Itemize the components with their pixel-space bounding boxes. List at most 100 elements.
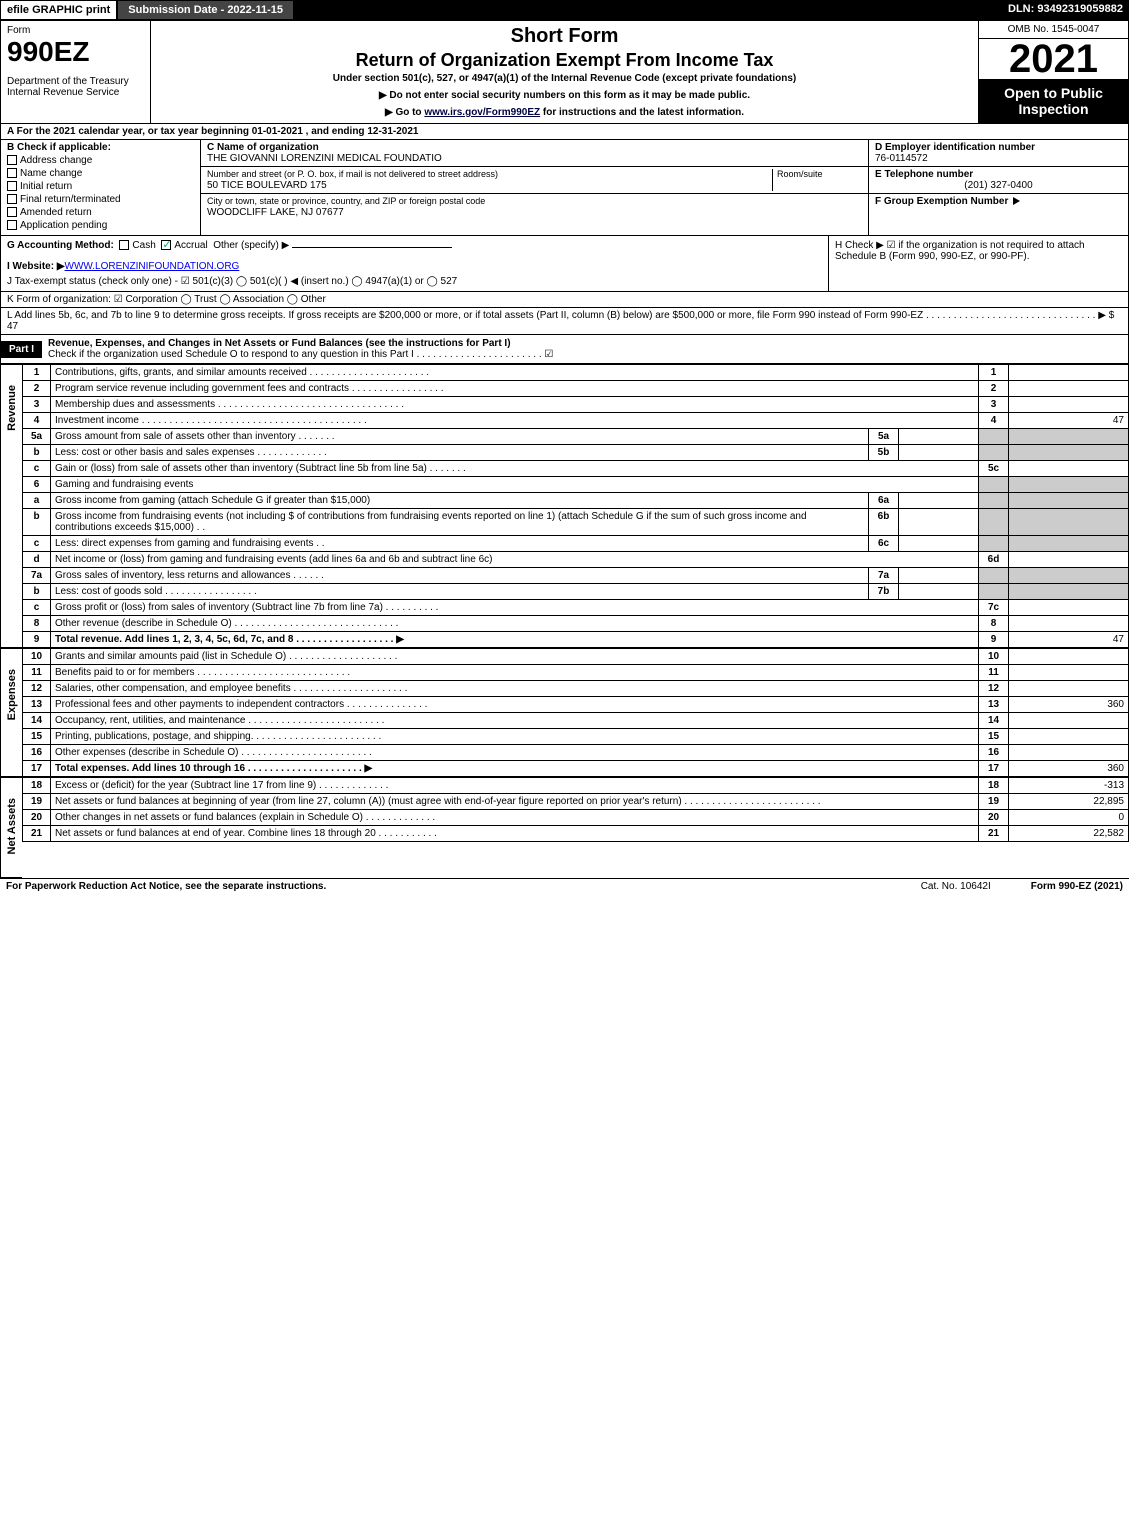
line-5a: Gross amount from sale of assets other t…: [51, 429, 869, 445]
dept-label: Department of the Treasury Internal Reve…: [7, 76, 144, 98]
c-addr-label: Number and street (or P. O. box, if mail…: [207, 169, 498, 179]
other-specify-line[interactable]: [292, 247, 452, 248]
form-label: Form: [7, 25, 144, 36]
form-right-block: OMB No. 1545-0047 2021 Open to Public In…: [978, 21, 1128, 123]
line-20: Other changes in net assets or fund bala…: [51, 810, 979, 826]
line-9-val: 47: [1009, 632, 1129, 648]
section-def: D Employer identification number76-01145…: [868, 140, 1128, 235]
submission-date: Submission Date - 2022-11-15: [117, 0, 294, 20]
row-a-calendar: A For the 2021 calendar year, or tax yea…: [0, 124, 1129, 140]
chk-accrual[interactable]: [161, 240, 171, 250]
arrow-icon: [1013, 197, 1020, 205]
line-6d: Net income or (loss) from gaming and fun…: [51, 552, 979, 568]
g-accounting: G Accounting Method: Cash Accrual Other …: [7, 240, 822, 251]
line-1: Contributions, gifts, grants, and simila…: [51, 365, 979, 381]
line-3: Membership dues and assessments . . . . …: [51, 397, 979, 413]
e-label: E Telephone number: [875, 169, 973, 180]
dln: DLN: 93492319059882: [1002, 0, 1129, 20]
line-15: Printing, publications, postage, and shi…: [51, 729, 979, 745]
line-6b: Gross income from fundraising events (no…: [51, 509, 869, 536]
expenses-side-label: Expenses: [0, 648, 22, 777]
website-link[interactable]: WWW.LORENZINIFOUNDATION.ORG: [65, 261, 240, 272]
footer-formref: Form 990-EZ (2021): [1031, 881, 1123, 892]
l-gross-receipts: L Add lines 5b, 6c, and 7b to line 9 to …: [0, 308, 1129, 335]
title-goto: ▶ Go to www.irs.gov/Form990EZ for instru…: [161, 107, 968, 118]
line-7a: Gross sales of inventory, less returns a…: [51, 568, 869, 584]
line-5b: Less: cost or other basis and sales expe…: [51, 445, 869, 461]
line-20-val: 0: [1009, 810, 1129, 826]
part1-check: Check if the organization used Schedule …: [48, 349, 553, 360]
part1-label: Part I: [1, 341, 42, 358]
form-title-block: Short Form Return of Organization Exempt…: [151, 21, 978, 123]
line-21: Net assets or fund balances at end of ye…: [51, 826, 979, 842]
line-18-val: -313: [1009, 778, 1129, 794]
j-tax-exempt: J Tax-exempt status (check only one) - ☑…: [7, 276, 822, 287]
revenue-section: Revenue 1Contributions, gifts, grants, a…: [0, 364, 1129, 648]
line-17: Total expenses. Add lines 10 through 16 …: [51, 761, 979, 777]
chk-amended-return[interactable]: Amended return: [7, 207, 194, 218]
chk-address-change[interactable]: Address change: [7, 155, 194, 166]
line-9: Total revenue. Add lines 1, 2, 3, 4, 5c,…: [51, 632, 979, 648]
footer-catno: Cat. No. 10642I: [921, 881, 991, 892]
chk-name-change[interactable]: Name change: [7, 168, 194, 179]
org-street: 50 TICE BOULEVARD 175: [207, 180, 327, 191]
form-number: 990EZ: [7, 36, 144, 68]
telephone: (201) 327-0400: [875, 180, 1122, 191]
section-g-i-j: G Accounting Method: Cash Accrual Other …: [1, 236, 828, 291]
k-form-org: K Form of organization: ☑ Corporation ◯ …: [0, 292, 1129, 308]
line-13: Professional fees and other payments to …: [51, 697, 979, 713]
revenue-table: 1Contributions, gifts, grants, and simil…: [22, 364, 1129, 648]
chk-initial-return[interactable]: Initial return: [7, 181, 194, 192]
page-footer: For Paperwork Reduction Act Notice, see …: [0, 878, 1129, 894]
open-to-public: Open to Public Inspection: [979, 79, 1128, 123]
ein: 76-0114572: [875, 153, 928, 164]
section-h: H Check ▶ ☑ if the organization is not r…: [828, 236, 1128, 291]
line-13-val: 360: [1009, 697, 1129, 713]
section-b: B Check if applicable: Address change Na…: [1, 140, 201, 235]
org-city: WOODCLIFF LAKE, NJ 07677: [207, 207, 344, 218]
line-17-val: 360: [1009, 761, 1129, 777]
part1-title: Revenue, Expenses, and Changes in Net As…: [48, 338, 511, 349]
footer-paperwork: For Paperwork Reduction Act Notice, see …: [6, 881, 326, 892]
row-g-h: G Accounting Method: Cash Accrual Other …: [0, 236, 1129, 292]
title-short-form: Short Form: [161, 25, 968, 48]
title-sub: Under section 501(c), 527, or 4947(a)(1)…: [161, 73, 968, 84]
expenses-table: 10Grants and similar amounts paid (list …: [22, 648, 1129, 777]
form-id-block: Form 990EZ Department of the Treasury In…: [1, 21, 151, 123]
line-8: Other revenue (describe in Schedule O) .…: [51, 616, 979, 632]
block-b-c-def: B Check if applicable: Address change Na…: [0, 140, 1129, 236]
line-6c: Less: direct expenses from gaming and fu…: [51, 536, 869, 552]
title-main: Return of Organization Exempt From Incom…: [161, 50, 968, 71]
chk-cash[interactable]: [119, 240, 129, 250]
room-suite-label: Room/suite: [777, 169, 823, 179]
line-16: Other expenses (describe in Schedule O) …: [51, 745, 979, 761]
line-21-val: 22,582: [1009, 826, 1129, 842]
line-7b: Less: cost of goods sold . . . . . . . .…: [51, 584, 869, 600]
netassets-table: 18Excess or (deficit) for the year (Subt…: [22, 777, 1129, 842]
line-4: Investment income . . . . . . . . . . . …: [51, 413, 979, 429]
org-name: THE GIOVANNI LORENZINI MEDICAL FOUNDATIO: [207, 153, 442, 164]
line-7c: Gross profit or (loss) from sales of inv…: [51, 600, 979, 616]
netassets-section: Net Assets 18Excess or (deficit) for the…: [0, 777, 1129, 878]
b-header: B Check if applicable:: [7, 142, 194, 153]
irs-link[interactable]: www.irs.gov/Form990EZ: [424, 107, 540, 118]
section-c: C Name of organizationTHE GIOVANNI LOREN…: [201, 140, 868, 235]
chk-app-pending[interactable]: Application pending: [7, 220, 194, 231]
line-18: Excess or (deficit) for the year (Subtra…: [51, 778, 979, 794]
expenses-section: Expenses 10Grants and similar amounts pa…: [0, 648, 1129, 777]
line-4-val: 47: [1009, 413, 1129, 429]
line-11: Benefits paid to or for members . . . . …: [51, 665, 979, 681]
line-10: Grants and similar amounts paid (list in…: [51, 649, 979, 665]
chk-final-return[interactable]: Final return/terminated: [7, 194, 194, 205]
title-warn: ▶ Do not enter social security numbers o…: [161, 90, 968, 101]
c-city-label: City or town, state or province, country…: [207, 196, 485, 206]
line-6: Gaming and fundraising events: [51, 477, 979, 493]
line-19: Net assets or fund balances at beginning…: [51, 794, 979, 810]
part1-header: Part I Revenue, Expenses, and Changes in…: [0, 335, 1129, 364]
efile-label: efile GRAPHIC print: [0, 0, 117, 20]
line-6a: Gross income from gaming (attach Schedul…: [51, 493, 869, 509]
c-name-label: C Name of organization: [207, 142, 319, 153]
tax-year: 2021: [979, 39, 1128, 79]
line-2: Program service revenue including govern…: [51, 381, 979, 397]
line-5c: Gain or (loss) from sale of assets other…: [51, 461, 979, 477]
